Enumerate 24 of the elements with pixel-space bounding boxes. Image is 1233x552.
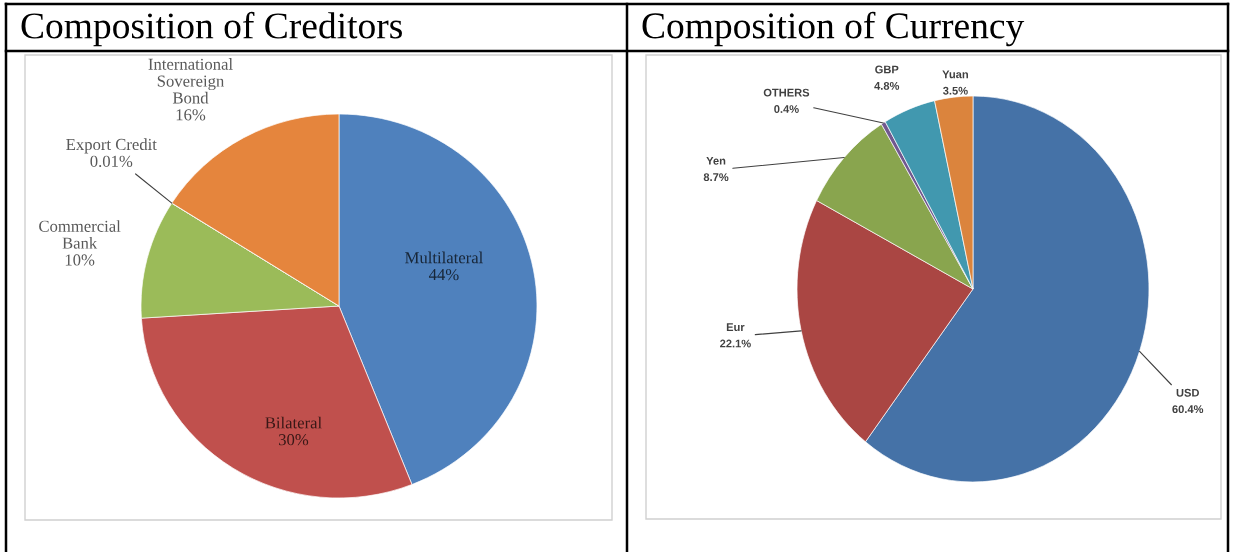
slice-label: Multilateral [405, 251, 483, 264]
data-label: 44% [428, 268, 459, 281]
data-label: 10% [65, 254, 95, 266]
data-label: 4.8% [874, 81, 900, 90]
data-label: 60.4% [1172, 405, 1204, 414]
slice-label: USD [1176, 388, 1199, 397]
slice-label: Yuan [942, 70, 968, 79]
data-label: 0.01% [90, 155, 133, 167]
slice-label: OTHERS [763, 88, 810, 97]
data-label: 0.4% [774, 105, 799, 113]
chart-title: Composition of Currency [642, 11, 1025, 47]
chart-title: Composition of Creditors [21, 11, 402, 47]
data-label: 8.7% [703, 173, 729, 182]
slice-label: GBP [875, 65, 899, 74]
data-label: 30% [278, 434, 309, 446]
slice-label: Export Credit [66, 138, 157, 154]
slice-label: Commercial Bank [39, 220, 121, 249]
data-label: 3.5% [942, 86, 968, 95]
data-label: 16% [176, 109, 206, 121]
data-label: 22.1% [720, 339, 751, 348]
slice-label: Bilateral [265, 416, 322, 429]
slice-label: Eur [726, 323, 745, 332]
slice-label: Yen [706, 156, 726, 165]
slice-label: International Sovereign Bond [148, 58, 233, 104]
